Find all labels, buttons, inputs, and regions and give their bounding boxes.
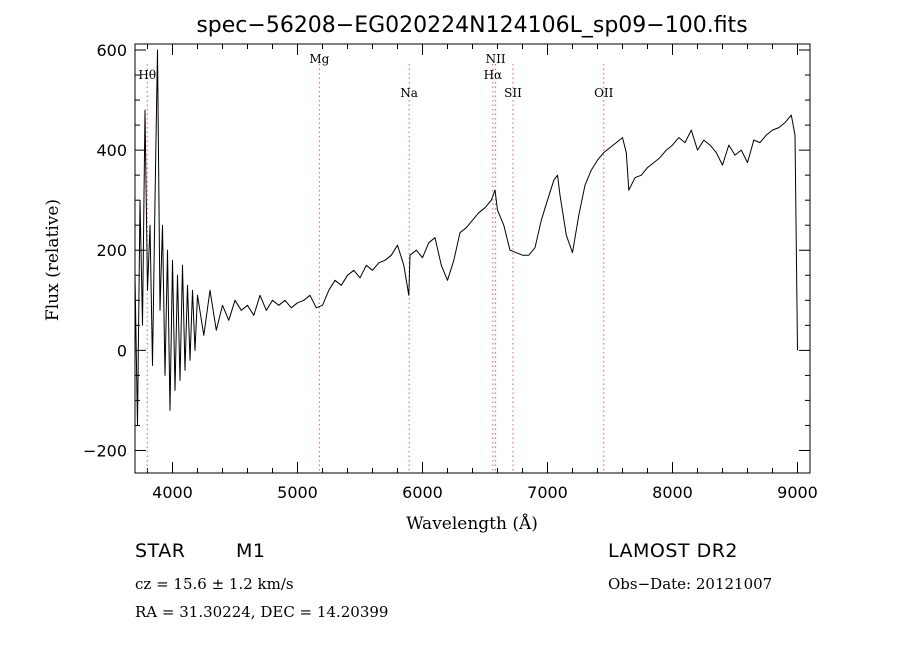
y-tick-label: −200 xyxy=(83,441,127,460)
y-tick-label: 0 xyxy=(117,341,127,360)
plot-frame xyxy=(134,43,811,474)
x-axis-label: Wavelength (Å) xyxy=(406,513,538,534)
y-axis-label: Flux (relative) xyxy=(43,199,63,321)
spectrum-line xyxy=(134,49,798,426)
spectral-line-label: Mg xyxy=(309,52,329,66)
spectral-line-label: Hθ xyxy=(138,68,156,82)
x-tick-label: 5000 xyxy=(277,483,318,502)
spectral-line-label: Hα xyxy=(484,68,503,82)
object-subclass: M1 xyxy=(236,540,266,562)
redshift-velocity: cz = 15.6 ± 1.2 km/s xyxy=(135,575,294,593)
object-class: STAR xyxy=(135,540,186,562)
chart-title: spec−56208−EG020224N124106L_sp09−100.fit… xyxy=(196,13,747,38)
coordinates: RA = 31.30224, DEC = 14.20399 xyxy=(135,603,389,621)
y-tick-label: 400 xyxy=(96,141,127,160)
spectral-line-label: NII xyxy=(486,52,506,66)
x-tick-label: 4000 xyxy=(152,483,193,502)
spectral-line-label: SII xyxy=(504,86,522,100)
series-layer xyxy=(134,49,798,426)
survey-name: LAMOST DR2 xyxy=(608,540,738,562)
x-tick-label: 8000 xyxy=(652,483,693,502)
x-tick-label: 6000 xyxy=(402,483,443,502)
x-tick-label: 7000 xyxy=(527,483,568,502)
y-tick-label: 200 xyxy=(96,241,127,260)
x-tick-label: 9000 xyxy=(777,483,818,502)
observation-date: Obs−Date: 20121007 xyxy=(608,575,773,593)
plot-axes: 4000 5000 6000 7000 8000 9000 −200 0 200 400 600 xyxy=(83,41,818,502)
spectral-line-label: Na xyxy=(400,86,418,100)
spectral-line-label: OII xyxy=(594,86,614,100)
y-tick-label: 600 xyxy=(96,41,127,60)
